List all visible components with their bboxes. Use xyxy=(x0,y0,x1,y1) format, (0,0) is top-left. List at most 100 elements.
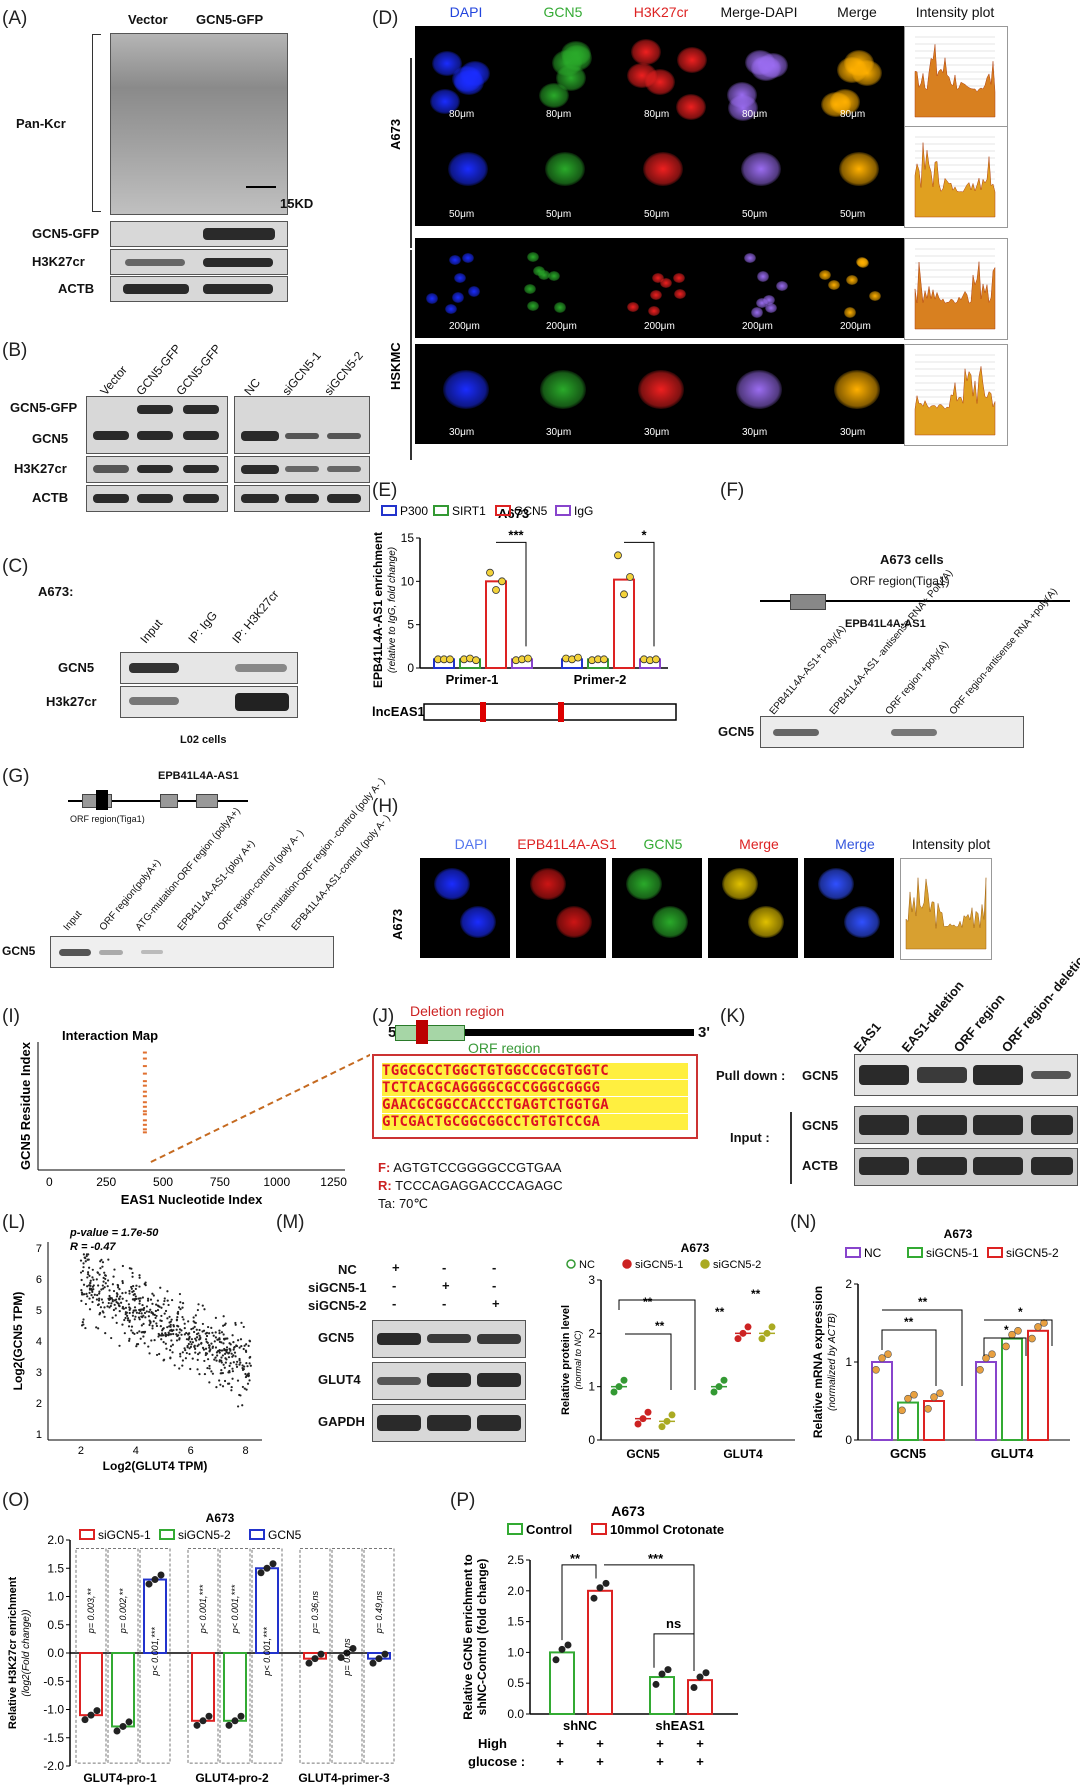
l-point xyxy=(247,1344,250,1347)
l-point xyxy=(102,1287,105,1290)
d-scale-bar: 200μm xyxy=(644,321,675,332)
svg-text:NC: NC xyxy=(579,1259,595,1271)
l-point xyxy=(96,1303,100,1307)
l-point xyxy=(236,1360,239,1363)
l-point xyxy=(83,1293,86,1296)
m-legend-1: siGCN5-1 xyxy=(622,1259,683,1271)
label-b-gcn5: GCN5 xyxy=(32,431,69,446)
m-point xyxy=(620,1376,628,1384)
p-plus: + xyxy=(656,1754,664,1769)
g-orf-box xyxy=(96,790,108,810)
l-point xyxy=(220,1361,223,1364)
l-point xyxy=(170,1339,173,1342)
l-point xyxy=(233,1351,237,1354)
panel-h-letter: (H) xyxy=(372,796,399,817)
g-orf-label: ORF region(Tiga1) xyxy=(70,814,145,824)
l-point xyxy=(121,1305,125,1309)
l-x-tick: 6 xyxy=(188,1445,194,1457)
d-cell xyxy=(649,290,662,301)
l-point xyxy=(221,1371,225,1375)
marker-15kd: 15KD xyxy=(280,196,314,211)
l-point xyxy=(145,1310,148,1313)
d-image-r1-c3: 50μm xyxy=(708,126,810,226)
l-point xyxy=(228,1371,231,1374)
l-point xyxy=(178,1306,181,1309)
l-point xyxy=(91,1300,94,1304)
e-lnceas1-box xyxy=(423,703,677,721)
l-point xyxy=(85,1254,88,1258)
l-point xyxy=(117,1302,120,1305)
o-bar xyxy=(191,1652,215,1722)
l-point xyxy=(229,1343,232,1346)
l-point xyxy=(101,1265,104,1268)
p-plus: + xyxy=(556,1736,564,1751)
label-b-gcn5gfp: GCN5-GFP xyxy=(10,400,78,415)
l-point xyxy=(125,1299,128,1302)
l-point xyxy=(223,1352,227,1355)
l-point xyxy=(95,1326,98,1329)
l-point xyxy=(196,1368,199,1371)
l-point xyxy=(133,1332,136,1335)
l-point xyxy=(176,1334,179,1338)
svg-text:Control: Control xyxy=(526,1522,572,1537)
l-point xyxy=(188,1337,191,1340)
d-image-r0-c5 xyxy=(904,26,1008,128)
m-point xyxy=(734,1335,742,1343)
label-c-gcn5: GCN5 xyxy=(58,660,95,675)
p-point xyxy=(664,1666,672,1674)
l-point xyxy=(131,1311,135,1314)
n-sig: ** xyxy=(918,1295,928,1309)
l-point xyxy=(211,1331,214,1334)
i-x-tick: 250 xyxy=(96,1175,116,1189)
l-point xyxy=(198,1334,201,1337)
j-seq-box: TGGCGCCTGGCTGTGGCCGCGTGGTC TCTCACGCAGGGG… xyxy=(372,1054,698,1139)
l-point xyxy=(145,1305,149,1308)
l-point xyxy=(153,1339,156,1342)
l-point xyxy=(234,1323,237,1326)
l-point xyxy=(222,1333,225,1336)
l-point xyxy=(185,1331,188,1335)
l-point xyxy=(155,1324,159,1328)
o-pvalue: p< 0.001,*** xyxy=(262,1627,272,1677)
d-cell xyxy=(776,281,789,292)
j-three: 3' xyxy=(698,1024,710,1041)
m-ylabel: Relative protein level xyxy=(560,1305,572,1415)
l-point xyxy=(118,1310,121,1313)
f-orf-label: ORF region(Tiga1) xyxy=(850,574,950,588)
l-point xyxy=(249,1355,252,1359)
l-point xyxy=(186,1344,189,1348)
n-point xyxy=(1014,1327,1022,1335)
l-point xyxy=(175,1318,179,1321)
l-point xyxy=(104,1332,107,1335)
y-tick-label: 0 xyxy=(588,1433,595,1447)
y-tick-label: 10 xyxy=(401,574,415,588)
l-point xyxy=(245,1388,248,1391)
svg-text:SIRT1: SIRT1 xyxy=(452,504,486,518)
m-label-gapdh: GAPDH xyxy=(318,1414,365,1429)
l-point xyxy=(82,1283,86,1286)
n-point xyxy=(1034,1323,1042,1331)
l-point xyxy=(160,1338,163,1341)
p-plus: + xyxy=(556,1754,564,1769)
h-col-header-4: Merge xyxy=(835,836,875,852)
p-plus: + xyxy=(656,1736,664,1751)
l-point xyxy=(167,1331,170,1334)
lane-b-sigcn5-1: siGCN5-1 xyxy=(279,348,324,398)
l-point xyxy=(130,1325,134,1328)
l-point xyxy=(246,1373,249,1376)
o-legend-0: siGCN5-1 xyxy=(79,1528,151,1542)
l-point xyxy=(146,1299,150,1302)
h-col-header-2: GCN5 xyxy=(643,836,683,852)
l-point xyxy=(210,1342,213,1345)
l-point xyxy=(111,1300,114,1303)
l-point xyxy=(116,1283,119,1287)
l-point xyxy=(102,1311,105,1314)
p-point xyxy=(558,1645,566,1653)
n-point xyxy=(910,1390,918,1399)
l-point xyxy=(130,1287,133,1290)
l-point xyxy=(115,1321,118,1324)
lane-c-input: Input xyxy=(137,616,166,646)
l-point xyxy=(91,1296,95,1299)
l-point xyxy=(195,1336,199,1339)
e-lnceas1-label: lncEAS1 xyxy=(372,704,425,719)
